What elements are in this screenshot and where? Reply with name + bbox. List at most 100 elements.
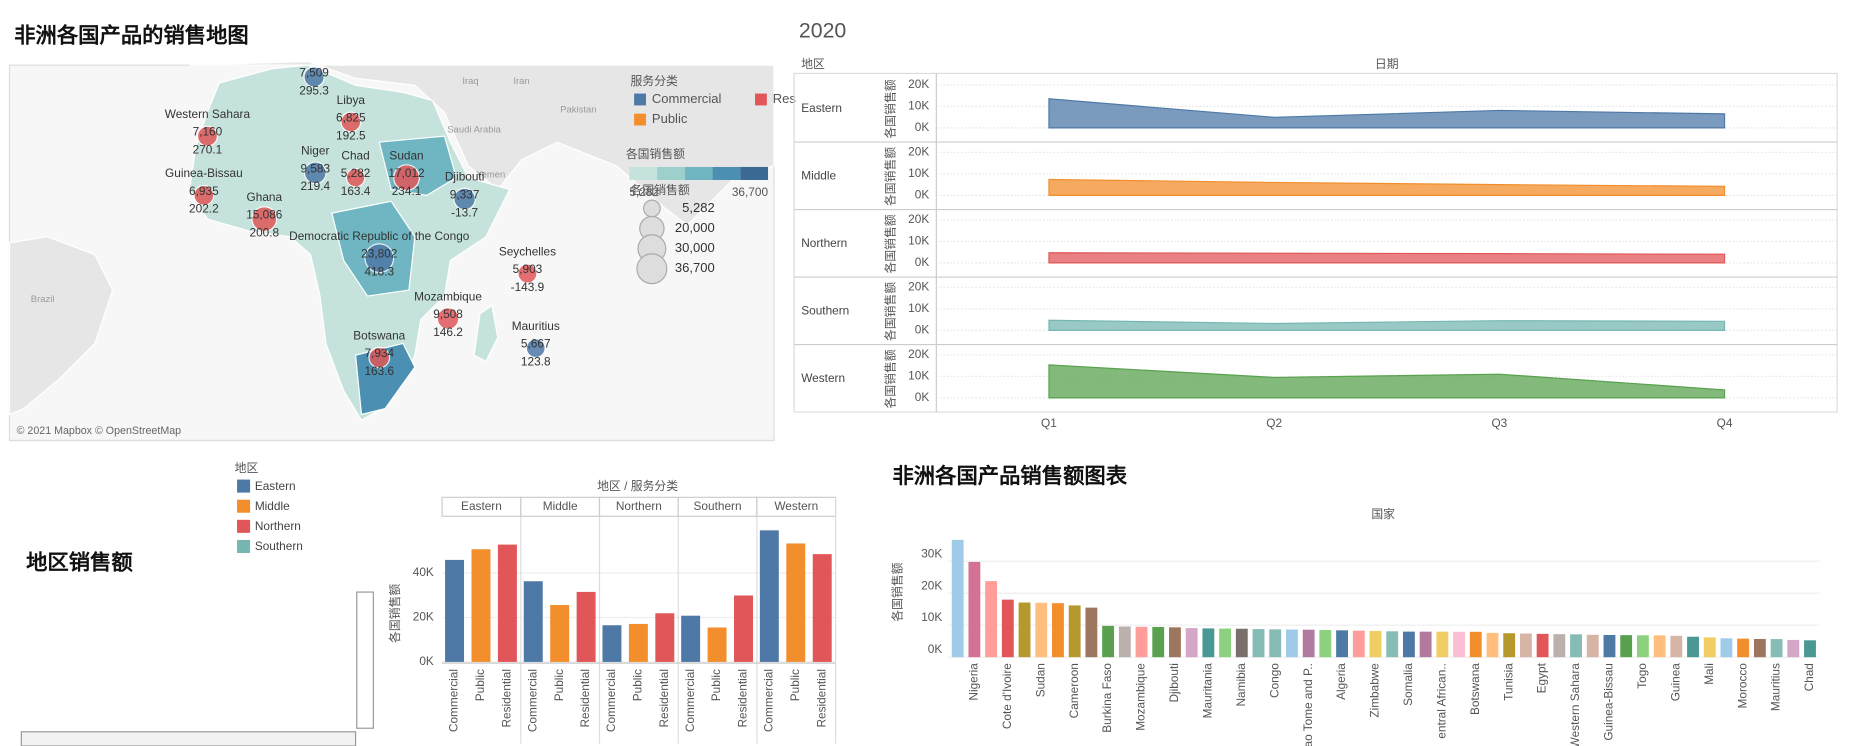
country-label: Niger [301,144,329,158]
bar [759,530,779,662]
bar [471,549,491,662]
bar [1202,628,1215,658]
bar [1603,635,1616,658]
profit-label: -13.7 [451,205,478,219]
country-label: Mauritius [512,319,560,333]
bar [1219,628,1232,658]
bar [1286,629,1298,658]
row-header: 地区 [801,57,825,71]
size-legend-label: 36,700 [675,260,715,275]
profit-label: 163.6 [364,364,394,378]
x-tick-label: Nigeria [967,663,981,701]
bar [1536,633,1549,658]
color-scale-step [712,166,741,180]
y-tick-label: 0K [928,642,943,656]
country-label: Djibouti [445,170,484,184]
x-tick-label: Togo [1635,663,1649,689]
x-tick-label: Residential [736,669,750,728]
bar [1018,602,1031,658]
bar [1135,626,1148,658]
x-tick-label: Commercial [761,669,775,732]
y-axis-label: 各国销售额 [883,282,897,341]
profit-label: 202.2 [189,202,219,216]
sales-label: 7,160 [193,125,223,139]
y-tick-label: 20K [908,279,929,293]
legend-label: Eastern [255,479,296,493]
bar [1703,637,1716,658]
x-tick-label: Q2 [1266,416,1282,430]
bar [1553,634,1566,658]
country-label: Libya [337,93,366,107]
bar [1369,630,1382,658]
sales-pie [251,206,278,232]
x-tick-label: Somalia [1401,663,1415,706]
bar [445,559,465,662]
place-label: Saudi Arabia [447,125,501,136]
sales-label: 7,509 [299,66,329,80]
color-legend-tick: 5,282 [629,185,659,199]
x-tick-label: Q3 [1491,416,1507,430]
x-tick-label: Egypt [1535,662,1549,693]
bar [985,581,998,658]
attribution: © 2021 Mapbox © OpenStreetMap [17,425,182,437]
sales-pie [517,263,538,284]
x-tick-label: Tunisia [1501,663,1515,701]
bar [1269,629,1282,658]
profit-label: 295.3 [299,83,329,97]
bar [628,623,648,662]
bar [1252,629,1265,658]
bar [1486,632,1499,658]
country-label: Botswana [353,328,405,342]
color-scale-step [629,166,658,180]
facet-label: Eastern [461,499,502,513]
place-label: Iran [513,76,529,87]
sales-label: 5,282 [341,166,371,180]
legend-label: Res [773,91,797,106]
bar [523,581,543,662]
y-tick-label: 20K [908,144,929,158]
profit-label: 123.8 [521,354,551,368]
x-tick-label: Commercial [683,669,697,732]
legend-title: 地区 [235,461,259,475]
x-tick-label: Chad [1802,663,1816,691]
x-tick-label: Public [552,669,566,701]
bar [1118,626,1131,658]
country-label: Guinea-Bissau [165,166,243,180]
bar [497,544,517,662]
bar [786,543,806,662]
country-label: Chad [341,148,369,162]
header: 地区 / 服务分类 [597,479,678,493]
x-tick-label: Public [631,669,645,701]
sales-pie [393,164,420,192]
size-legend-label: 20,000 [675,220,715,235]
y-tick-label: 10K [908,98,929,112]
facet-label: Southern [694,499,742,513]
row-label: Eastern [801,101,842,115]
x-tick-label: Public [788,669,802,701]
facet-label: Middle [543,499,578,513]
bar [1519,633,1532,658]
x-tick-label: Western Sahara [1568,663,1582,746]
bar [1068,605,1081,658]
y-tick-label: 20K [413,610,434,624]
sales-pie [303,161,327,185]
profit-label: 418.3 [364,264,394,278]
place-label: Brazil [31,294,55,305]
y-tick-label: 0K [915,323,930,337]
sales-label: 5,903 [513,262,543,276]
country-label: Seychelles [499,244,556,258]
x-tick-label: Residential [657,669,671,728]
bar [1302,629,1315,658]
area [1048,178,1726,196]
x-tick-label: Commercial [604,669,618,732]
x-tick-label: Sudan [1033,663,1047,697]
color-scale-step [657,166,685,180]
bar [1052,603,1064,658]
bar [1787,639,1800,658]
place-label: Yemen [476,170,505,181]
bar [576,591,596,662]
bar [1653,635,1666,658]
x-tick-label: Cote d'Ivoire [1000,663,1014,729]
sales-label: 5,667 [521,337,551,351]
bar [1152,626,1165,658]
